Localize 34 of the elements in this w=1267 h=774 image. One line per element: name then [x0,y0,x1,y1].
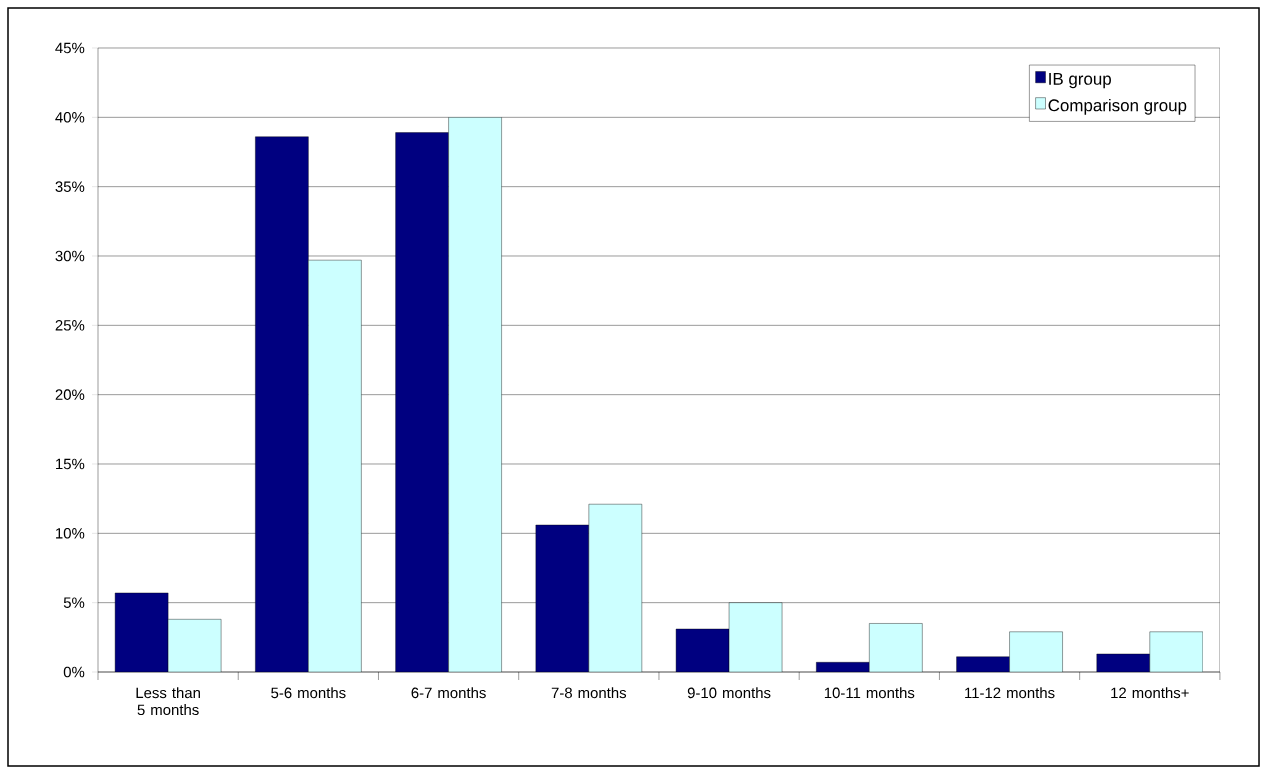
y-tick-label: 10% [56,528,85,539]
x-tick-label: Less than 5 months [136,687,200,716]
bar [869,623,923,672]
y-tick-label: 15% [56,458,85,470]
x-tick-label: 10-11 months [824,687,915,699]
x-tick-label: 6-7 months [411,687,486,699]
legend-label: Comparison group [1048,98,1187,115]
bar [255,136,309,672]
y-tick-label: 35% [55,181,85,192]
legend-label: IB group [1049,73,1111,89]
y-tick-label: 5% [63,597,85,608]
bar [588,504,643,672]
bar [956,656,1010,672]
y-tick-label: 30% [55,250,85,262]
bar [448,117,502,672]
bar [1009,631,1063,672]
y-tick-label: 40% [55,112,85,123]
x-tick-label: 5-6 months [271,687,346,699]
x-tick-label: 7-8 months [551,687,627,699]
bar [308,259,362,672]
bar [1149,631,1203,672]
y-tick-label: 25% [55,320,85,331]
bar [114,592,169,672]
y-tick-label: 20% [55,389,85,400]
y-tick-label: 0% [63,666,85,678]
x-tick-label: 11-12 months [965,687,1055,699]
bar [675,628,730,672]
bar [167,619,222,672]
bar [395,132,449,672]
bar [535,524,590,672]
x-tick-label: 9-10 months [687,687,771,699]
y-tick-label: 45% [55,42,85,54]
x-tick-label: 12 months+ [1111,687,1189,699]
bar [728,602,783,672]
